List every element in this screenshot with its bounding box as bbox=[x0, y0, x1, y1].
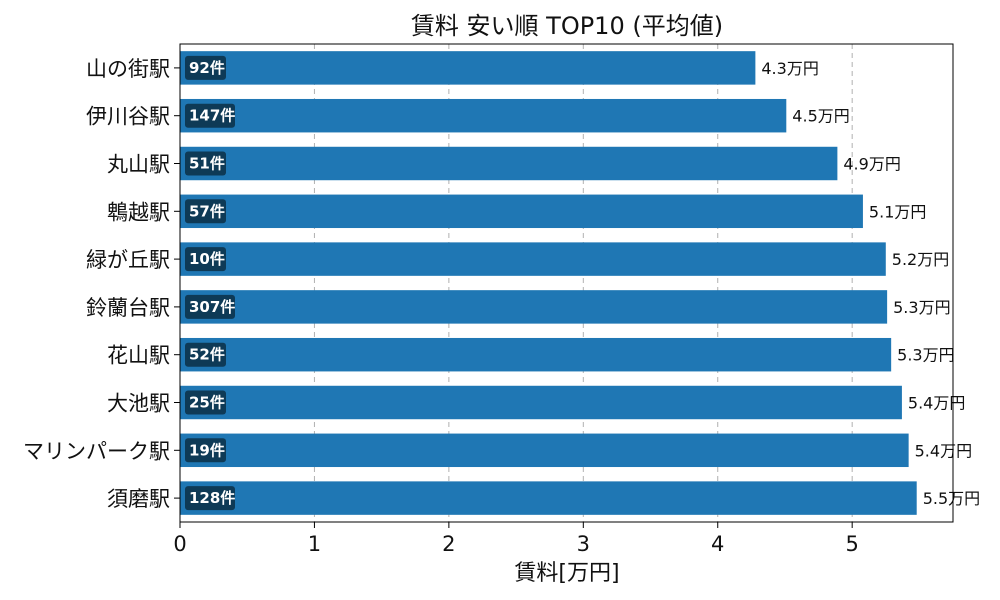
count-badge bbox=[185, 151, 226, 176]
x-tick-label: 4 bbox=[711, 532, 724, 556]
value-label: 5.2万円 bbox=[892, 250, 949, 269]
x-tick-label: 0 bbox=[173, 532, 186, 556]
count-label: 92件 bbox=[189, 59, 225, 77]
value-label: 4.3万円 bbox=[761, 59, 818, 78]
count-badge bbox=[185, 55, 226, 80]
count-badge bbox=[185, 103, 235, 128]
x-axis-label: 賃料[万円] bbox=[514, 561, 619, 586]
y-tick-label: 鵯越駅 bbox=[107, 200, 170, 224]
count-label: 57件 bbox=[189, 202, 225, 220]
count-label: 19件 bbox=[189, 441, 225, 459]
value-label: 4.5万円 bbox=[792, 107, 849, 126]
bars: 4.3万円 92件 4.5万円 147件 4.9万円 51件 5.1万円 57件 5.2万円 10… bbox=[180, 51, 980, 515]
count-badge bbox=[185, 247, 226, 272]
x-tick-label: 5 bbox=[845, 532, 858, 556]
y-tick-label: 花山駅 bbox=[107, 344, 170, 368]
y-tick-label: 山の街駅 bbox=[86, 57, 170, 81]
y-tick-label: 伊川谷駅 bbox=[86, 105, 170, 129]
y-tick-label: 鈴蘭台駅 bbox=[86, 296, 170, 320]
value-label: 5.5万円 bbox=[923, 489, 980, 508]
bar bbox=[180, 481, 917, 515]
value-label: 4.9万円 bbox=[843, 155, 900, 174]
y-tick-label: 緑が丘駅 bbox=[86, 248, 170, 272]
bar bbox=[180, 146, 838, 181]
bar bbox=[180, 242, 886, 276]
count-label: 10件 bbox=[189, 250, 225, 268]
value-label: 5.3万円 bbox=[893, 298, 950, 317]
plot-frame bbox=[179, 43, 954, 523]
value-label: 5.4万円 bbox=[908, 394, 965, 413]
bar bbox=[180, 51, 756, 85]
x-tick-label: 3 bbox=[577, 532, 590, 556]
count-badge bbox=[185, 294, 235, 319]
count-label: 128件 bbox=[189, 489, 235, 507]
bar bbox=[180, 337, 892, 372]
value-label: 5.4万円 bbox=[915, 441, 972, 460]
x-tick-label: 1 bbox=[308, 532, 321, 556]
bar bbox=[180, 194, 863, 229]
x-tick-labels: 0 1 2 3 4 5 bbox=[173, 522, 859, 556]
count-badge bbox=[185, 342, 226, 367]
y-tick-label: 大池駅 bbox=[107, 392, 170, 416]
y-tick-label: マリンパーク駅 bbox=[23, 439, 170, 463]
count-label: 51件 bbox=[189, 155, 225, 173]
bar bbox=[180, 290, 888, 324]
y-tick-label: 須磨駅 bbox=[107, 487, 170, 511]
count-badge bbox=[185, 438, 226, 463]
count-label: 307件 bbox=[189, 298, 235, 316]
value-label: 5.1万円 bbox=[869, 202, 926, 221]
count-badge bbox=[185, 390, 226, 415]
count-badge bbox=[185, 199, 226, 224]
value-label: 5.3万円 bbox=[897, 346, 954, 365]
bar bbox=[180, 98, 787, 133]
y-tick-label: 丸山駅 bbox=[107, 153, 170, 177]
count-label: 52件 bbox=[189, 346, 225, 364]
chart-title: 賃料 安い順 TOP10 (平均値) bbox=[411, 12, 723, 40]
bar bbox=[180, 433, 909, 468]
count-badge bbox=[185, 486, 235, 511]
count-label: 25件 bbox=[189, 394, 225, 412]
bar bbox=[180, 385, 902, 420]
count-label: 147件 bbox=[189, 107, 235, 125]
x-tick-label: 2 bbox=[442, 532, 455, 556]
